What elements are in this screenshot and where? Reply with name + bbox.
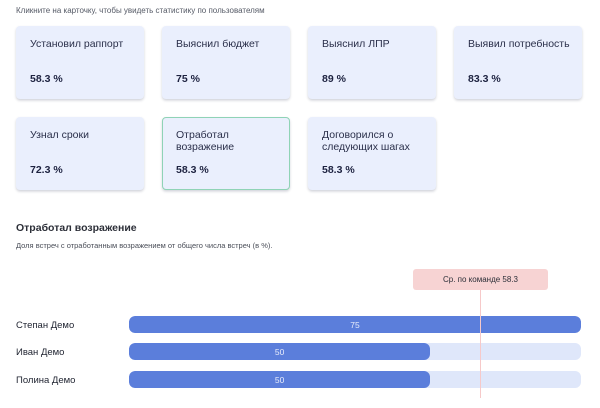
- user-bar-track[interactable]: 50: [129, 371, 581, 388]
- metric-card-next-steps[interactable]: Договорился о следующих шагах 58.3 %: [308, 117, 436, 190]
- user-name: Полина Демо: [16, 375, 76, 386]
- card-value: 89 %: [322, 73, 346, 85]
- card-value: 58.3 %: [322, 164, 355, 176]
- card-value: 75 %: [176, 73, 200, 85]
- metric-card-need[interactable]: Выявил потребность 83.3 %: [454, 26, 582, 99]
- card-label: Выяснил бюджет: [176, 38, 260, 50]
- user-name: Степан Демо: [16, 320, 75, 331]
- metric-card-objection[interactable]: Отработал возражение 58.3 %: [162, 117, 290, 190]
- user-bar-fill: 50: [129, 371, 431, 388]
- user-bar-fill: 50: [129, 343, 431, 360]
- detail-title: Отработал возражение: [16, 222, 137, 234]
- metric-card-timeline[interactable]: Узнал сроки 72.3 %: [16, 117, 144, 190]
- card-label: Установил раппорт: [30, 38, 124, 50]
- detail-subtitle: Доля встреч с отработанным возражением о…: [16, 241, 273, 250]
- card-label: Узнал сроки: [30, 129, 89, 141]
- card-value: 72.3 %: [30, 164, 63, 176]
- metric-card-decision-maker[interactable]: Выяснил ЛПР 89 %: [308, 26, 436, 99]
- user-bar-track[interactable]: 75: [129, 316, 581, 333]
- user-bar-value: 50: [274, 346, 285, 357]
- metric-card-rapport[interactable]: Установил раппорт 58.3 %: [16, 26, 144, 99]
- team-average-line: [480, 290, 481, 398]
- team-average-badge: Ср. по команде 58.3: [413, 269, 548, 290]
- user-bar-fill: 75: [129, 316, 581, 333]
- user-bar-value: 50: [274, 374, 285, 385]
- metric-card-budget[interactable]: Выяснил бюджет 75 %: [162, 26, 290, 99]
- card-value: 58.3 %: [30, 73, 63, 85]
- user-bar-value: 75: [350, 319, 360, 330]
- card-label: Выяснил ЛПР: [322, 38, 390, 50]
- user-bar-track[interactable]: 50: [129, 343, 581, 360]
- card-label: Отработал возражение: [176, 129, 235, 153]
- team-average-label: Ср. по команде 58.3: [443, 275, 518, 284]
- card-label: Договорился о следующих шагах: [322, 129, 410, 153]
- card-label: Выявил потребность: [468, 38, 570, 50]
- card-value: 83.3 %: [468, 73, 501, 85]
- user-name: Иван Демо: [16, 347, 65, 358]
- card-value: 58.3 %: [176, 164, 209, 176]
- cards-hint: Кликните на карточку, чтобы увидеть стат…: [16, 6, 265, 15]
